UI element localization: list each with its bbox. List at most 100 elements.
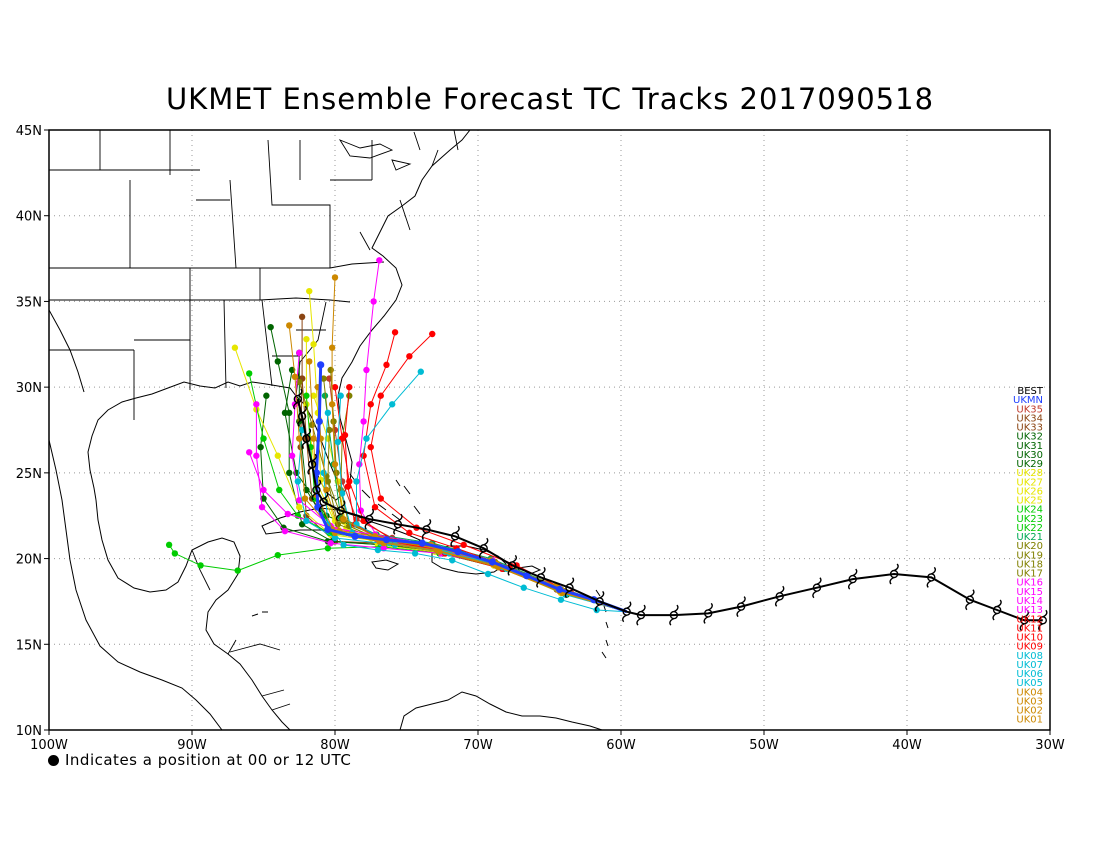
- hurricane-symbol-icon: [301, 428, 312, 450]
- track-uk03-position: [291, 373, 299, 381]
- track-uk24-position: [324, 545, 332, 552]
- legend-entry-uk15: UK15: [1016, 587, 1043, 598]
- track-uk26: [306, 287, 627, 613]
- x-tick-label: 40W: [892, 738, 922, 753]
- track-legend: BESTUKMNUK35UK34UK33UK32UK31UK30UK29UK28…: [1013, 386, 1044, 726]
- track-uk15-position: [296, 349, 303, 357]
- track-uk32-position: [298, 521, 306, 528]
- track-uk33-position: [298, 313, 306, 321]
- legend-entry-uk27: UK27: [1016, 477, 1043, 488]
- y-tick-label: 40N: [16, 210, 42, 225]
- legend-entry-uk19: UK19: [1016, 550, 1043, 561]
- legend-entry-uk11: UK11: [1016, 623, 1043, 634]
- track-uk07-position: [417, 368, 424, 375]
- legend-entry-uk08: UK08: [1016, 651, 1043, 662]
- track-uk05-position: [331, 534, 339, 542]
- track-uk23-position: [260, 435, 267, 442]
- track-ukmn-position: [317, 361, 325, 369]
- hurricane-symbol-icon: [848, 568, 858, 590]
- hurricane-symbol-icon: [703, 602, 713, 624]
- track-uk18-line: [340, 395, 627, 613]
- track-uk17: [320, 375, 627, 613]
- track-uk06-position: [557, 596, 565, 603]
- track-uk32-position: [267, 323, 274, 331]
- track-uk02-position: [323, 486, 330, 494]
- honduras-islands: [251, 611, 268, 617]
- legend-entry-uk12: UK12: [1016, 614, 1043, 625]
- hurricane-symbol-icon: [307, 453, 317, 475]
- track-uk12-position: [331, 383, 339, 391]
- track-uk27-position: [303, 335, 310, 343]
- hurricane-symbol-icon: [564, 577, 575, 599]
- track-uk10-line: [363, 332, 627, 613]
- track-uk26-position: [306, 287, 313, 295]
- legend-entry-uk17: UK17: [1016, 569, 1043, 580]
- track-uk17-position: [320, 375, 327, 382]
- hurricane-symbol-icon: [812, 577, 822, 599]
- track-uk06-position: [411, 550, 419, 557]
- track-uk06-position: [320, 469, 327, 477]
- track-uk23-position: [246, 370, 253, 377]
- y-tick-label: 15N: [16, 638, 42, 653]
- track-uk04-position: [331, 274, 339, 281]
- hurricane-symbol-icon: [479, 537, 489, 559]
- chart-title: UKMET Ensemble Forecast TC Tracks 201709…: [165, 82, 935, 116]
- track-uk10-position: [383, 361, 390, 369]
- track-uk04-position: [331, 461, 339, 468]
- hurricane-symbol-icon: [594, 590, 605, 612]
- track-uk11-position: [344, 483, 352, 490]
- legend-entry-uk07: UK07: [1016, 660, 1043, 671]
- track-uk06-line: [323, 412, 627, 613]
- legend-entry-ukmn: UKMN: [1013, 395, 1043, 406]
- legend-entry-uk33: UK33: [1016, 423, 1043, 434]
- track-uk29-position: [257, 443, 264, 451]
- track-uk29-position: [263, 392, 270, 399]
- legend-entry-uk18: UK18: [1016, 559, 1043, 570]
- track-uk10: [360, 329, 627, 613]
- track-uk10-position: [406, 529, 413, 537]
- track-uk08: [334, 392, 627, 613]
- track-uk24-position: [274, 551, 281, 559]
- track-uk22: [303, 392, 627, 613]
- track-uk24-position: [171, 550, 179, 557]
- legend-entry-uk02: UK02: [1016, 706, 1043, 717]
- hurricane-symbol-icon: [992, 599, 1002, 621]
- track-uk35: [326, 375, 627, 613]
- legend-entry-best: BEST: [1017, 386, 1044, 397]
- track-uk14-position: [356, 461, 363, 468]
- legend-entry-uk13: UK13: [1016, 605, 1043, 616]
- mexico-gulf-coast: [95, 499, 291, 730]
- jamaica-outline: [371, 559, 400, 571]
- hurricane-symbol-icon: [1019, 609, 1029, 631]
- legend-entry-uk22: UK22: [1016, 523, 1043, 534]
- track-uk06-position: [520, 584, 527, 591]
- legend-entry-uk25: UK25: [1016, 496, 1043, 507]
- track-uk07-position: [363, 435, 370, 442]
- track-uk11-line: [344, 387, 627, 613]
- track-uk05-position: [303, 517, 310, 525]
- legend-entry-uk24: UK24: [1016, 505, 1043, 516]
- hurricane-symbol-icon: [926, 566, 936, 588]
- track-uk33-line: [300, 316, 627, 613]
- legend-entry-uk26: UK26: [1016, 486, 1043, 497]
- hurricane-symbol-icon: [364, 508, 374, 530]
- hurricane-symbol-icon: [965, 589, 975, 611]
- hurricane-symbol-icon: [889, 563, 899, 585]
- track-uk24-line: [168, 544, 627, 613]
- track-uk09-position: [367, 443, 374, 451]
- x-tick-label: 50W: [749, 738, 779, 753]
- track-uk32-position: [286, 469, 293, 477]
- hurricane-symbol-icon: [622, 601, 632, 623]
- x-tick-label: 60W: [606, 738, 636, 753]
- track-uk15-position: [288, 452, 296, 459]
- track-uk08-position: [337, 392, 344, 399]
- track-uk34: [298, 375, 627, 613]
- track-uk13-position: [284, 510, 292, 518]
- track-ukmn-position: [454, 548, 462, 556]
- track-uk25: [310, 392, 627, 613]
- track-uk10-position: [367, 401, 374, 408]
- track-uk28-position: [296, 503, 303, 511]
- track-uk04-position: [328, 344, 336, 351]
- y-tick-label: 30N: [16, 381, 42, 396]
